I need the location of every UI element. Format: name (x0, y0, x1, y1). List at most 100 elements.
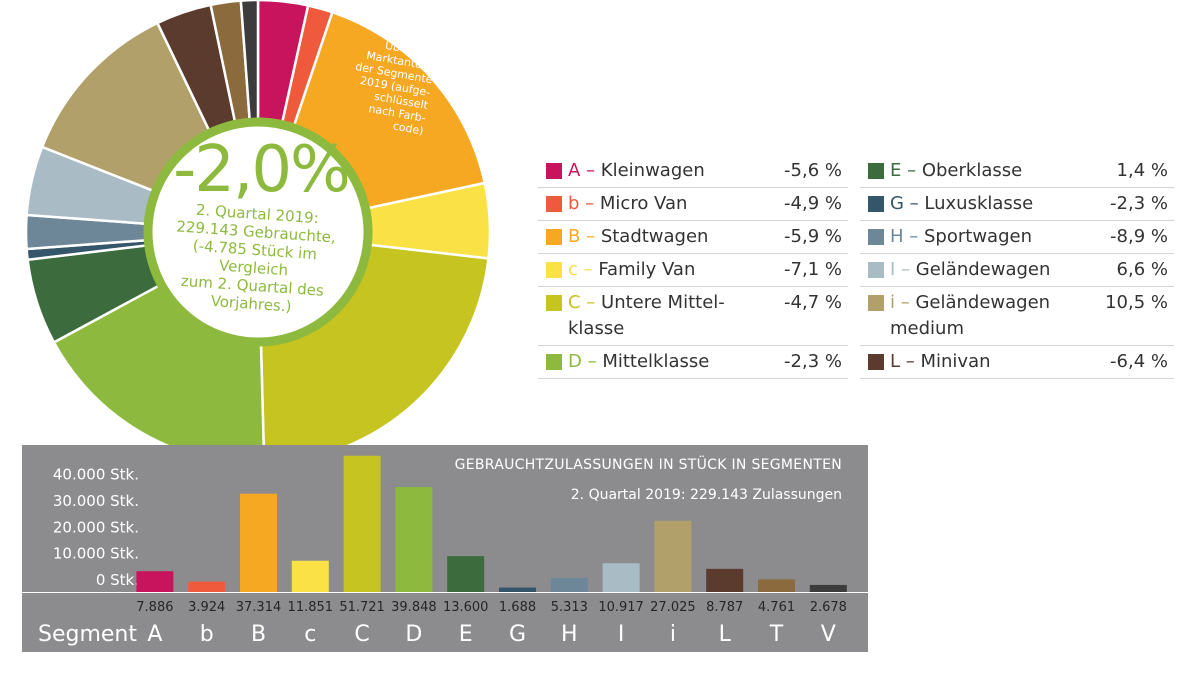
legend-name: Micro Van (599, 193, 688, 214)
bar-value-label: 3.924 (188, 600, 225, 615)
bar-E (447, 556, 485, 592)
bar-A (136, 571, 174, 592)
legend-swatch (868, 262, 884, 278)
legend-value: -8,9 % (1110, 226, 1168, 247)
bar-I (602, 563, 640, 592)
bar-value-label: 39.848 (391, 600, 437, 615)
legend-name: Oberklasse (921, 160, 1023, 181)
category-label: E (459, 622, 473, 647)
legend-item-H: H – Sportwagen -8,9 % (860, 221, 1174, 254)
y-tick-label: 30.000 Stk. (53, 492, 139, 510)
legend-item-C: C – Untere Mittel- klasse -4,7 % (538, 287, 848, 346)
category-label: B (251, 622, 266, 647)
bar-value-label: 37.314 (236, 600, 282, 615)
legend-letter: b (568, 193, 580, 214)
legend-letter: i (890, 292, 896, 313)
bar-D (395, 487, 433, 592)
bar-C (343, 455, 381, 592)
legend-swatch (546, 163, 562, 179)
bar-G (499, 587, 536, 592)
legend-name: Stadtwagen (600, 226, 709, 247)
category-label: T (769, 622, 784, 647)
legend-value: -4,7 % (784, 292, 842, 313)
legend-value: -7,1 % (784, 259, 842, 280)
y-tick-label: 40.000 Stk. (53, 466, 139, 484)
bar-V (809, 584, 847, 592)
legend-left-column: A – Kleinwagen -5,6 % b – Micro Van -4,9 % B… (538, 155, 848, 379)
bar-chart: 0 Stk. 10.000 Stk. 20.000 Stk. 30.000 Stk. 4… (22, 455, 868, 647)
bar-value-label: 7.886 (136, 600, 173, 615)
legend-right-column: E – Oberklasse 1,4 % G – Luxusklasse -2,3 %… (860, 155, 1174, 379)
bar-value-label: 13.600 (443, 600, 489, 615)
bar-L (706, 568, 744, 592)
bar-value-label: 4.761 (758, 600, 795, 615)
legend-letter: L (890, 351, 901, 372)
legend-name: Family Van (598, 259, 696, 280)
legend-value: 1,4 % (1116, 160, 1168, 181)
bar-value-label: 51.721 (339, 600, 385, 615)
total-change-percent: -2,0% (173, 133, 351, 207)
category-label: H (561, 622, 578, 647)
category-label: V (821, 622, 836, 647)
legend-swatch (868, 163, 884, 179)
legend-letter: I (890, 259, 896, 280)
legend-item-G: G – Luxusklasse -2,3 % (860, 188, 1174, 221)
legend-item-E: E – Oberklasse 1,4 % (860, 155, 1174, 188)
legend-value: 6,6 % (1116, 259, 1168, 280)
y-tick-label: 20.000 Stk. (53, 518, 139, 536)
segment-donut-chart (24, 0, 492, 466)
legend-item-B: B – Stadtwagen -5,9 % (538, 221, 848, 254)
legend-item-c: c – Family Van -7,1 % (538, 254, 848, 287)
legend-name: Geländewagen (915, 259, 1051, 280)
category-label: A (147, 622, 162, 647)
bar-value-label: 27.025 (650, 600, 696, 615)
legend-item-L: L – Minivan -6,4 % (860, 346, 1174, 379)
legend-swatch (546, 196, 562, 212)
legend-value: -2,3 % (1110, 193, 1168, 214)
legend-swatch (868, 295, 884, 311)
bar-chart-subtitle: 2. Quartal 2019: 229.143 Zulassungen (570, 487, 842, 503)
legend-letter: E (890, 160, 902, 181)
legend-value: -5,6 % (784, 160, 842, 181)
bar-B (240, 493, 277, 592)
category-label: C (354, 622, 369, 647)
legend-name: Mittelklasse (602, 351, 710, 372)
legend-name: Untere Mittel- klasse (568, 292, 725, 339)
bar-value-label: 8.787 (706, 600, 743, 615)
category-label: G (509, 622, 526, 647)
legend-swatch (546, 295, 562, 311)
legend-swatch (868, 229, 884, 245)
legend-letter: C (568, 292, 581, 313)
legend-item-I: I – Geländewagen 6,6 % (860, 254, 1174, 287)
bar-c (291, 560, 329, 592)
legend-item-A: A – Kleinwagen -5,6 % (538, 155, 848, 188)
x-axis-label: Segment (38, 622, 137, 647)
legend-name: Minivan (920, 351, 991, 372)
legend-letter: G (890, 193, 904, 214)
legend-name: Kleinwagen (600, 160, 705, 181)
legend-swatch (868, 196, 884, 212)
legend-name: Sportwagen (924, 226, 1032, 247)
legend-value: -5,9 % (784, 226, 842, 247)
legend-swatch (546, 354, 562, 370)
legend-item-b: b – Micro Van -4,9 % (538, 188, 848, 221)
legend-name: Luxusklasse (924, 193, 1034, 214)
bar-i (654, 520, 692, 592)
category-label: L (719, 622, 732, 647)
legend-letter: c (568, 259, 578, 280)
bar-value-label: 5.313 (551, 600, 588, 615)
legend-name: Geländewagen medium (890, 292, 1051, 339)
legend-letter: H (890, 226, 904, 247)
donut-hole (143, 117, 373, 347)
legend-item-i: i – Geländewagen medium 10,5 % (860, 287, 1174, 346)
category-label: b (200, 622, 214, 647)
category-label: D (405, 622, 422, 647)
category-label: c (304, 622, 316, 647)
legend-letter: A (568, 160, 581, 181)
bar-chart-panel: 0 Stk. 10.000 Stk. 20.000 Stk. 30.000 Stk. 4… (22, 445, 868, 652)
bar-value-label: 11.851 (288, 600, 334, 615)
category-label: I (618, 622, 625, 647)
y-tick-label: 0 Stk. (96, 571, 139, 589)
legend-value: -2,3 % (784, 351, 842, 372)
legend-swatch (546, 262, 562, 278)
